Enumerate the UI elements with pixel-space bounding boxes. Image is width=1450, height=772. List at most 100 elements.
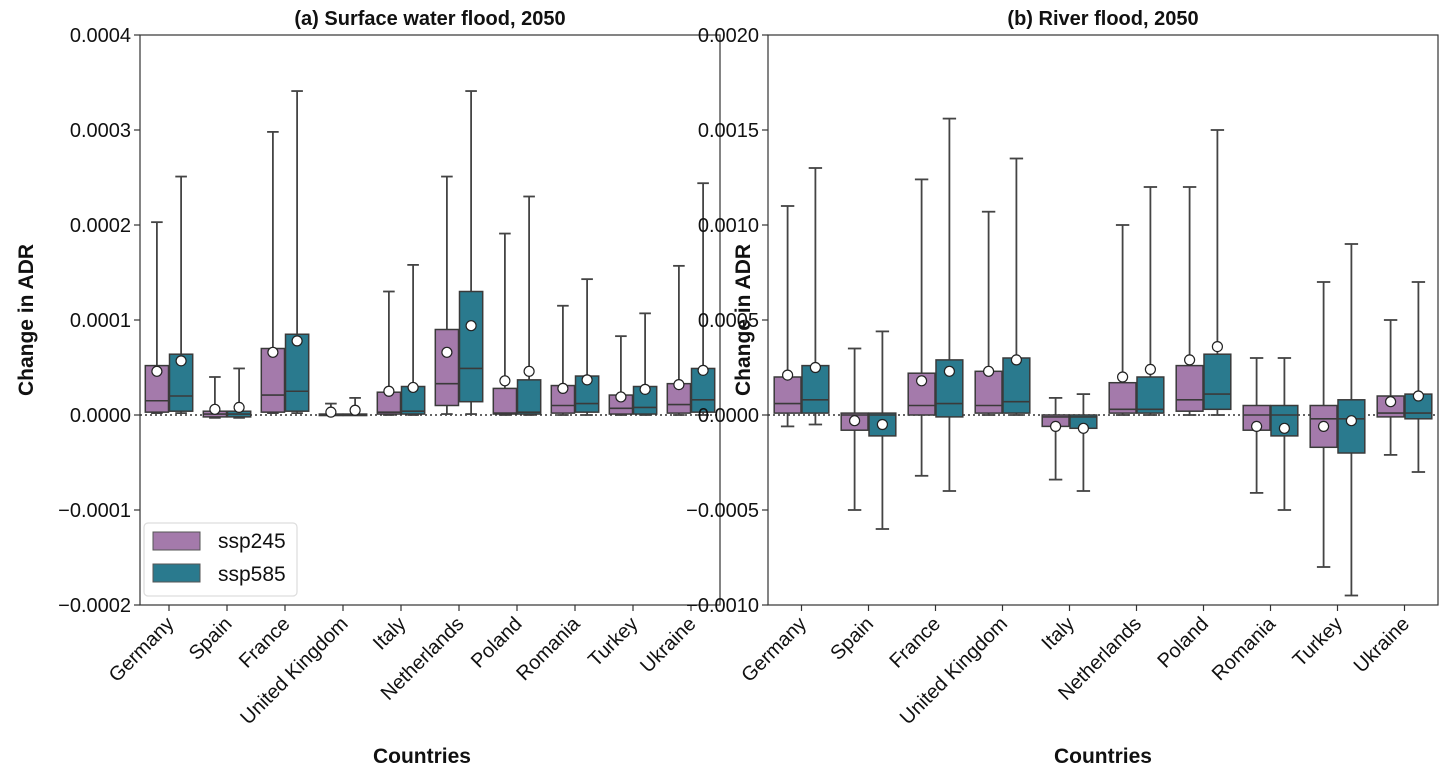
ytick-label: 0.0000 <box>70 405 131 427</box>
xtick-label: Romania <box>512 612 585 685</box>
mean-marker <box>1211 341 1224 353</box>
xtick-label: Ukraine <box>636 613 700 677</box>
ytick-label: 0.0015 <box>698 120 759 142</box>
box-ssp245-turkey <box>1309 281 1338 568</box>
mean-marker <box>441 346 453 358</box>
ytick-label: 0.0004 <box>70 25 131 47</box>
panel-a-boxes <box>140 90 720 419</box>
box-ssp245-poland <box>492 232 518 416</box>
box-ssp585-italy <box>1069 393 1098 492</box>
panel-b-xlabel: Countries <box>1054 745 1152 768</box>
iqr-box <box>907 372 936 416</box>
mean-marker <box>1144 363 1157 375</box>
mean-marker <box>581 374 593 386</box>
ytick-label: −0.0005 <box>686 500 759 522</box>
box-ssp245-spain <box>202 376 228 419</box>
box-ssp245-ukraine <box>666 264 692 416</box>
box-ssp245-netherlands <box>1108 224 1137 416</box>
mean-marker <box>943 365 956 377</box>
xtick-label: Germany <box>737 613 811 687</box>
box-ssp245-poland <box>1175 186 1204 416</box>
ytick-label: 0.0002 <box>70 215 131 237</box>
panel-surface-water-flood: (a) Surface water flood, 2050 Change in … <box>15 8 721 768</box>
panel-b-title: (b) River flood, 2050 <box>1007 8 1198 30</box>
iqr-box <box>773 376 802 414</box>
xtick-label: United Kingdom <box>236 613 352 729</box>
mean-marker <box>915 375 928 387</box>
box-ssp245-france <box>260 130 286 415</box>
iqr-box <box>974 370 1003 414</box>
box-ssp585-spain <box>226 367 252 419</box>
mean-marker <box>325 406 337 418</box>
box-ssp245-germany <box>144 221 170 415</box>
xtick-label: Italy <box>1038 613 1079 654</box>
box-ssp585-ukraine <box>690 182 716 416</box>
panel-a-title: (a) Surface water flood, 2050 <box>294 8 565 30</box>
ytick-label: 0.0000 <box>698 405 759 427</box>
ytick-label: 0.0001 <box>70 310 131 332</box>
box-ssp585-netherlands <box>1136 186 1165 416</box>
panel-a-yticks: −0.0002 −0.0001 0.0000 0.0001 0.0002 0.0003 0.… <box>58 25 140 617</box>
box-ssp245-romania <box>1242 357 1271 494</box>
box-ssp585-germany <box>801 167 830 426</box>
panel-river-flood: (b) River flood, 2050 Change in ADR Coun… <box>686 8 1439 768</box>
mean-marker <box>151 365 163 377</box>
xtick-label: Romania <box>1208 612 1281 685</box>
iqr-box <box>434 328 460 407</box>
mean-marker <box>267 346 279 358</box>
iqr-box <box>801 364 830 414</box>
mean-marker <box>639 383 651 395</box>
box-ssp585-united-kingdom <box>342 396 368 417</box>
legend-swatch-ssp245 <box>152 531 201 551</box>
box-ssp245-italy <box>1041 396 1070 481</box>
iqr-box <box>1136 376 1165 414</box>
ytick-label: 0.0003 <box>70 120 131 142</box>
box-ssp245-united-kingdom <box>974 210 1003 416</box>
mean-marker <box>1345 415 1358 427</box>
iqr-box <box>260 347 286 413</box>
mean-marker <box>1116 371 1129 383</box>
mean-marker <box>523 365 535 377</box>
iqr-box <box>1175 364 1204 412</box>
iqr-box <box>168 353 194 412</box>
iqr-box <box>458 290 484 403</box>
box-ssp585-netherlands <box>458 90 484 415</box>
xtick-label: Germany <box>105 613 179 687</box>
box-ssp585-poland <box>1203 129 1232 416</box>
xtick-label: Ukraine <box>1350 613 1414 677</box>
ytick-label: −0.0010 <box>686 595 759 617</box>
box-ssp585-united-kingdom <box>1002 157 1031 416</box>
xtick-label: Spain <box>185 613 237 665</box>
box-ssp585-italy <box>400 263 426 416</box>
mean-marker <box>499 375 511 387</box>
mean-marker <box>175 355 187 367</box>
box-ssp245-spain <box>840 347 869 511</box>
box-ssp585-france <box>935 117 964 492</box>
mean-marker <box>1317 420 1330 432</box>
xtick-label: Turkey <box>1289 613 1347 671</box>
legend: ssp245 ssp585 <box>143 522 298 597</box>
legend-swatch-ssp585 <box>152 563 201 583</box>
box-ssp585-romania <box>574 278 600 416</box>
panel-a-xlabel: Countries <box>373 745 471 768</box>
panel-b-boxes <box>768 117 1438 597</box>
mean-marker <box>1250 420 1263 432</box>
box-ssp585-romania <box>1270 357 1299 511</box>
legend-label-ssp585: ssp585 <box>218 563 286 586</box>
box-ssp245-netherlands <box>434 175 460 415</box>
ytick-label: −0.0002 <box>58 595 131 617</box>
box-ssp245-turkey <box>608 335 634 416</box>
xtick-label: France <box>885 613 945 673</box>
mean-marker <box>1049 420 1062 432</box>
mean-marker <box>615 391 627 403</box>
ytick-label: 0.0005 <box>698 310 759 332</box>
mean-marker <box>465 320 477 332</box>
ytick-label: 0.0020 <box>698 25 759 47</box>
box-ssp585-spain <box>868 330 897 530</box>
mean-marker <box>1183 354 1196 366</box>
mean-marker <box>982 365 995 377</box>
box-ssp245-france <box>907 178 936 477</box>
mean-marker <box>809 361 822 374</box>
mean-marker <box>848 415 861 427</box>
